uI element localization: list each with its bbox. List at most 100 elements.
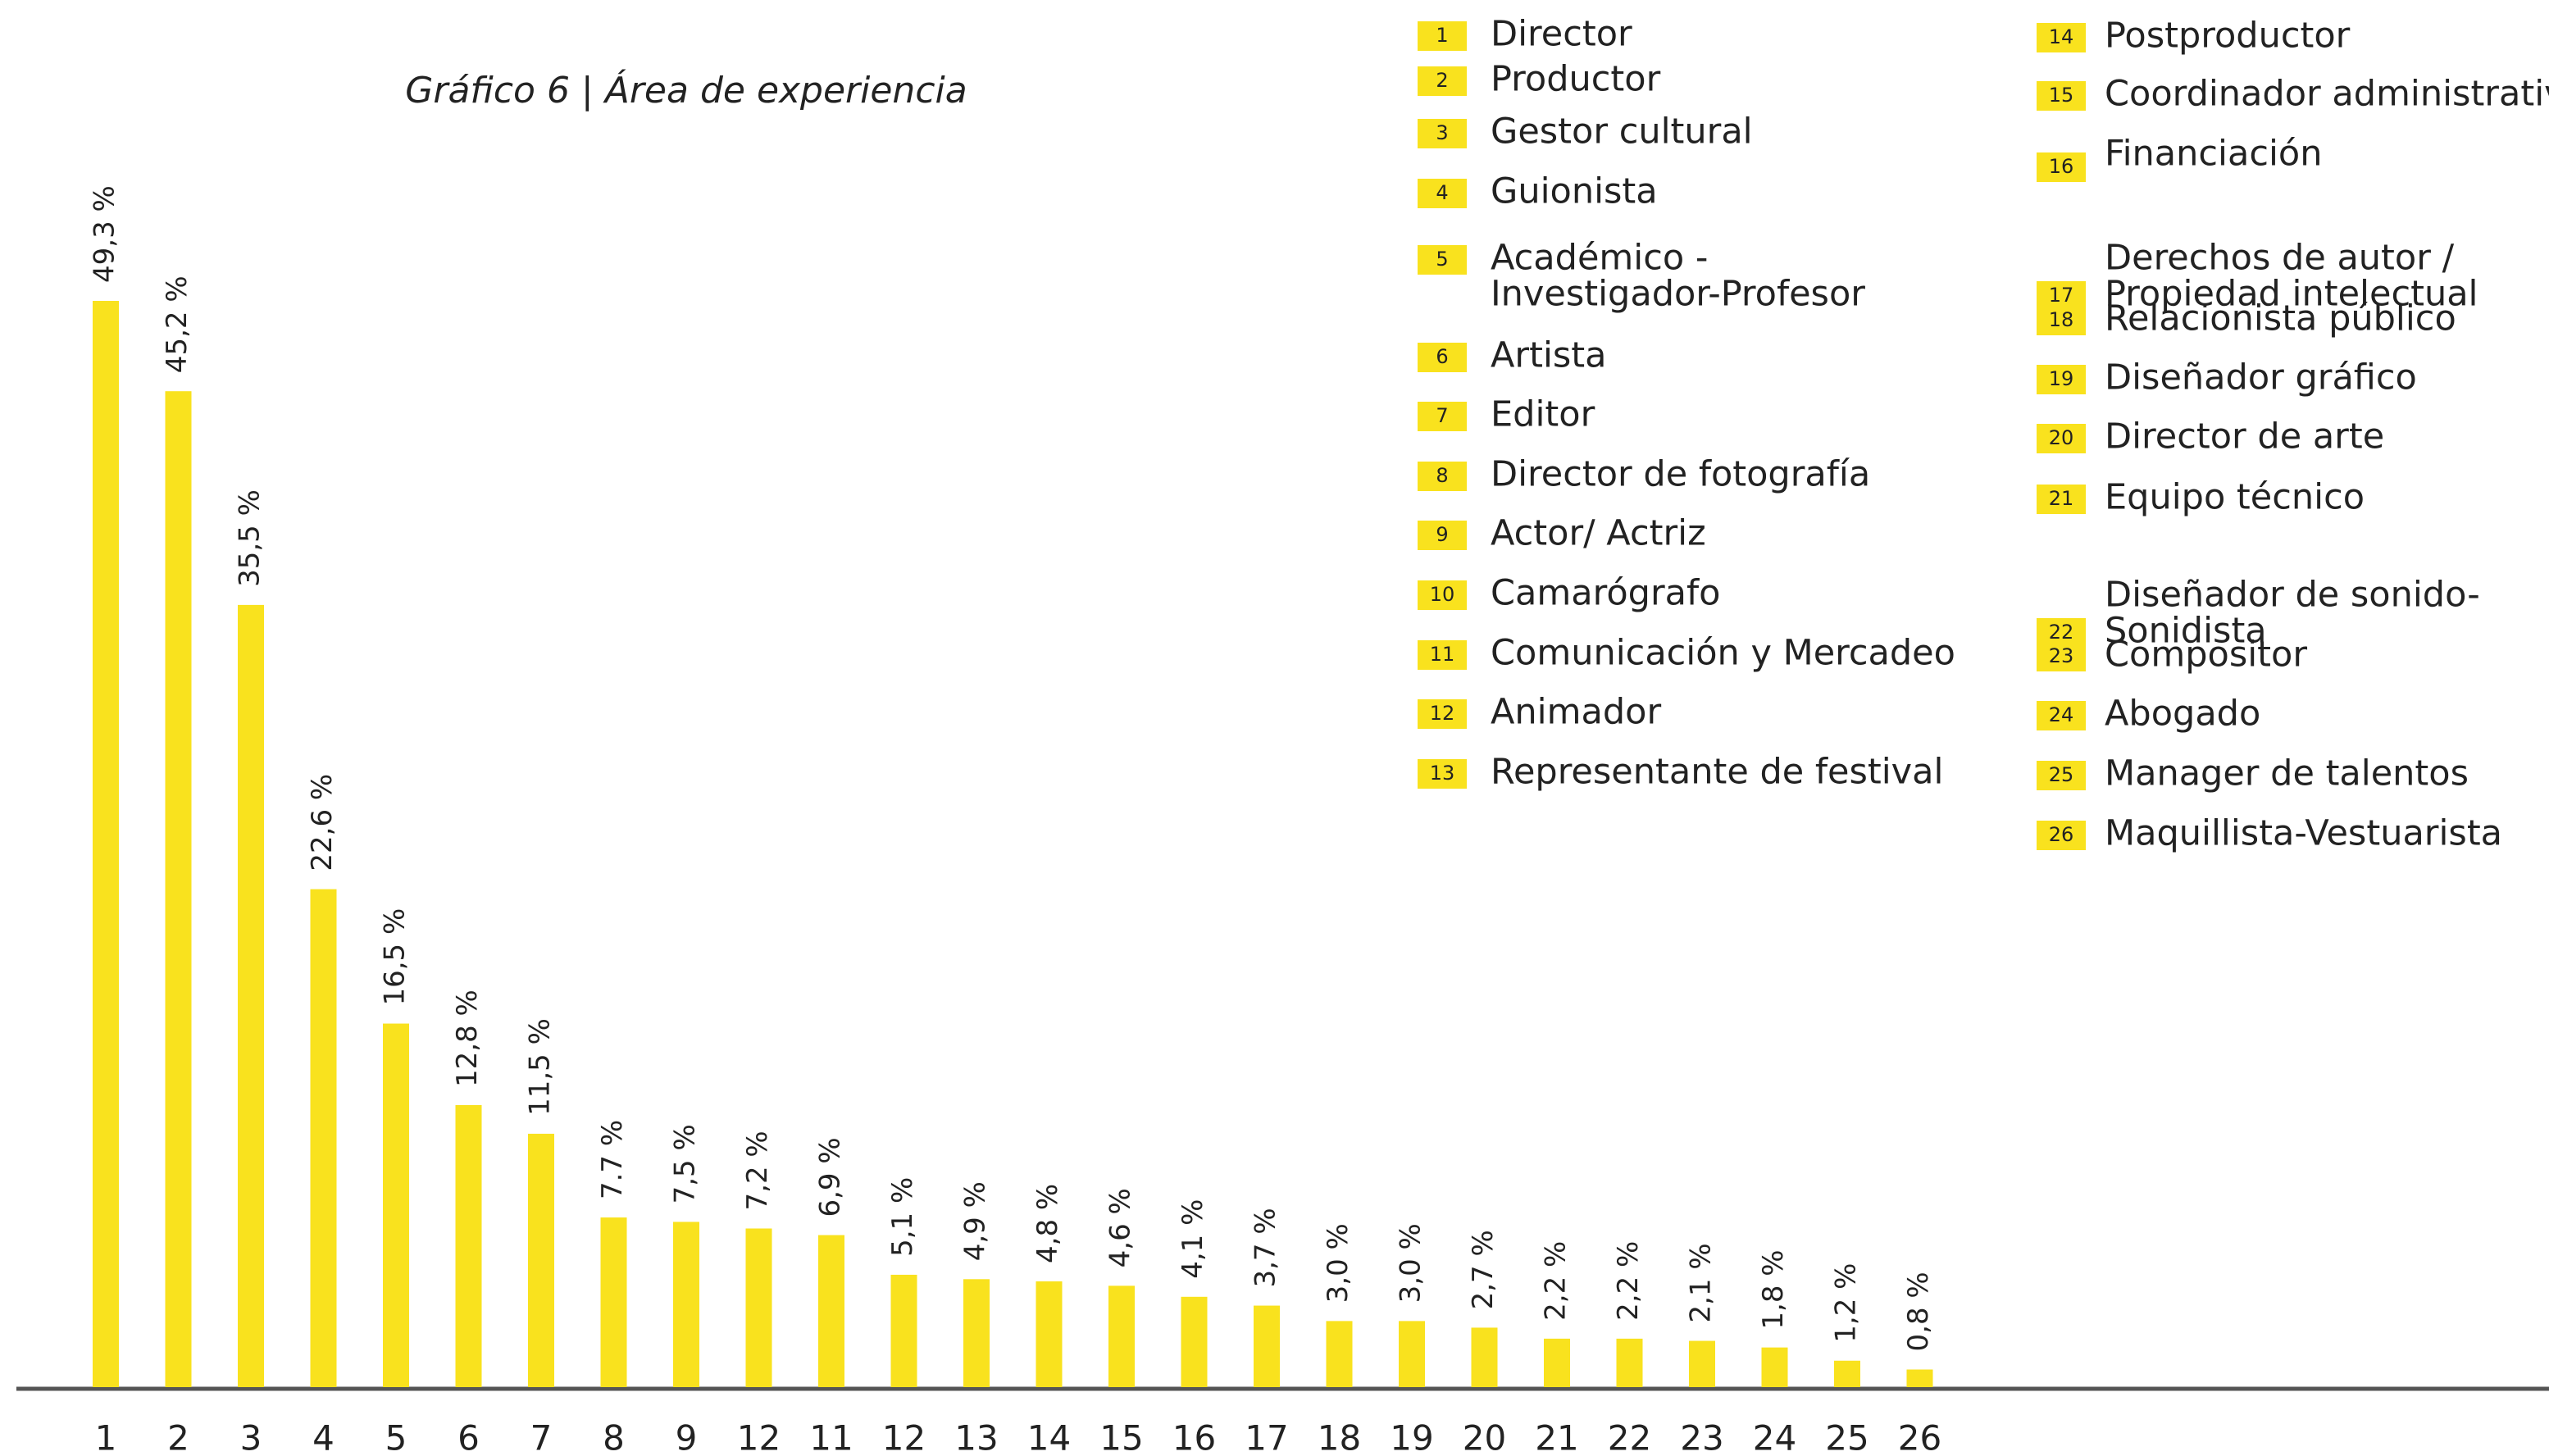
legend-label: Actor/ Actriz	[1491, 513, 1706, 554]
legend-swatch	[1418, 462, 1467, 491]
value-label: 45,2 %	[161, 275, 193, 373]
x-tick-label: 22	[1608, 1418, 1651, 1456]
x-tick-label: 23	[1680, 1418, 1723, 1456]
legend-swatch	[2037, 424, 2086, 453]
x-tick-label: 4	[312, 1418, 335, 1456]
legend-label: Abogado	[2105, 694, 2260, 735]
x-tick-label: 19	[1390, 1418, 1433, 1456]
value-label: 4,1 %	[1177, 1199, 1209, 1279]
legend-number: 6	[1436, 345, 1448, 368]
legend-number: 18	[2049, 308, 2074, 331]
bar	[1906, 1369, 1933, 1387]
legend-label: Guionista	[1491, 171, 1658, 212]
legend-label: Compositor	[2105, 635, 2307, 676]
legend-swatch	[2037, 821, 2086, 850]
bar	[1399, 1321, 1425, 1387]
x-tick-label: 7	[530, 1418, 553, 1456]
value-label: 1,2 %	[1830, 1263, 1863, 1343]
value-label: 7,5 %	[669, 1124, 702, 1203]
legend-swatch	[1418, 179, 1467, 208]
legend-number: 11	[1430, 643, 1455, 666]
legend-number: 13	[1430, 762, 1455, 785]
value-label: 5,1 %	[886, 1177, 919, 1257]
bar	[1326, 1321, 1353, 1387]
x-tick-label: 11	[809, 1418, 853, 1456]
legend-swatch	[1418, 521, 1467, 550]
x-tick-label: 24	[1753, 1418, 1796, 1456]
value-label: 35,5 %	[234, 489, 266, 587]
bar	[1108, 1285, 1135, 1387]
bar	[673, 1222, 699, 1387]
legend-swatch	[1418, 580, 1467, 610]
value-label: 4,9 %	[959, 1181, 992, 1261]
legend-label: Relacionista público	[2105, 298, 2456, 339]
value-label: 3,7 %	[1249, 1208, 1282, 1287]
x-tick-label: 12	[882, 1418, 926, 1456]
legend-label: Artista	[1491, 335, 1607, 376]
legend-label: Representante de festival	[1491, 752, 1943, 793]
value-label: 4,8 %	[1031, 1184, 1064, 1263]
legend-number: 25	[2049, 763, 2074, 786]
bar	[1471, 1327, 1498, 1387]
bar	[383, 1023, 409, 1387]
bar	[165, 391, 192, 1388]
legend-swatch	[1418, 21, 1467, 51]
legend-label: Financiación	[2105, 134, 2323, 175]
legend-swatch	[2037, 365, 2086, 394]
legend-label: Diseñador gráfico	[2105, 357, 2417, 398]
legend-swatch	[1418, 119, 1467, 148]
legend-number: 3	[1436, 121, 1448, 144]
legend-number: 8	[1436, 464, 1448, 487]
chart-title: Gráfico 6 | Área de experiencia	[405, 68, 967, 111]
legend-number: 22	[2049, 621, 2074, 644]
legend-swatch	[2037, 485, 2086, 514]
bar	[963, 1279, 990, 1387]
legend-swatch	[2037, 701, 2086, 730]
legend-number: 24	[2049, 703, 2074, 726]
bar	[1181, 1296, 1208, 1387]
legend-label: Derechos de autor /	[2105, 238, 2455, 279]
bar	[818, 1235, 844, 1387]
x-tick-label: 8	[603, 1418, 625, 1456]
bar	[600, 1217, 627, 1387]
x-tick-label: 20	[1463, 1418, 1506, 1456]
legend-label: Manager de talentos	[2105, 753, 2469, 794]
bar	[455, 1104, 482, 1387]
legend-label: Sonidista	[2105, 611, 2267, 652]
legend-swatch	[2037, 152, 2086, 182]
legend-number: 23	[2049, 644, 2074, 667]
legend-label: Comunicación y Mercadeo	[1491, 633, 1955, 674]
bar	[238, 604, 264, 1387]
value-label: 0,8 %	[1902, 1272, 1935, 1351]
x-tick-label: 9	[676, 1418, 698, 1456]
legend-label: Director de fotografía	[1491, 454, 1870, 495]
legend-swatch	[1418, 343, 1467, 372]
x-tick-label: 18	[1318, 1418, 1361, 1456]
legend-number: 14	[2049, 25, 2074, 48]
legend-number: 1	[1436, 24, 1448, 47]
value-label: 2,2 %	[1612, 1241, 1645, 1321]
legend-number: 5	[1436, 248, 1448, 271]
value-label: 2,2 %	[1540, 1241, 1573, 1321]
x-tick-label: 21	[1535, 1418, 1578, 1456]
legend-swatch	[2037, 81, 2086, 111]
bar	[1834, 1360, 1860, 1387]
x-tick-label: 17	[1245, 1418, 1288, 1456]
x-tick-label: 12	[737, 1418, 781, 1456]
value-label: 6,9 %	[814, 1137, 847, 1217]
bar	[1689, 1340, 1715, 1387]
value-label: 2,1 %	[1685, 1243, 1718, 1322]
value-label: 3,0 %	[1395, 1223, 1427, 1303]
legend-number: 7	[1436, 404, 1448, 427]
bar	[1616, 1338, 1643, 1387]
x-tick-label: 2	[167, 1418, 189, 1456]
legend-label: Diseñador de sonido-	[2105, 575, 2480, 616]
legend-number: 21	[2049, 487, 2074, 510]
legend-number: 26	[2049, 823, 2074, 846]
x-tick-label: 3	[240, 1418, 262, 1456]
bar	[1254, 1305, 1280, 1387]
x-tick-label: 5	[385, 1418, 407, 1456]
legend-swatch	[1418, 245, 1467, 275]
x-tick-label: 16	[1172, 1418, 1216, 1456]
